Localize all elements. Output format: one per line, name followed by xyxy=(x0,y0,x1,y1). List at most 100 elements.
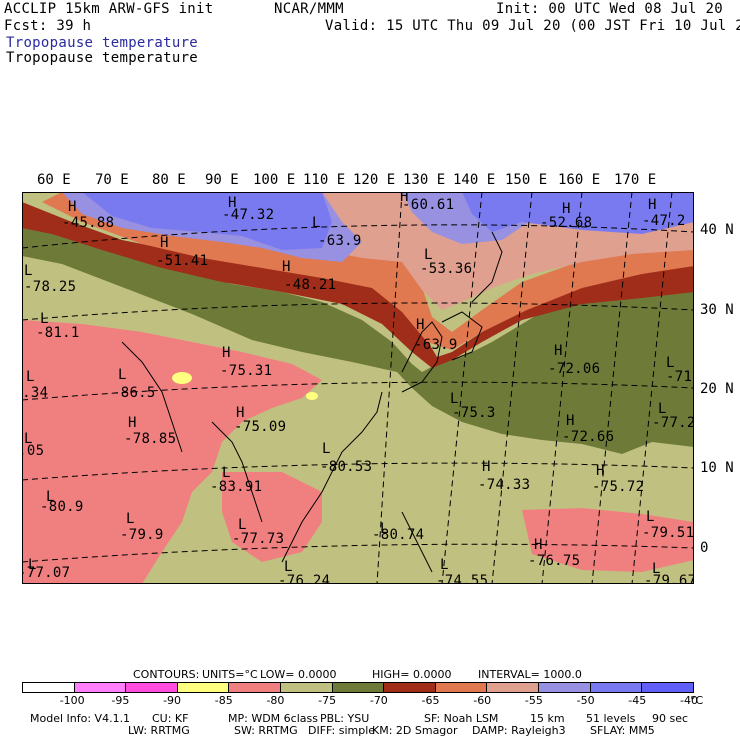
footer-lw: LW: RRTMG xyxy=(128,724,190,737)
center-value: -80.9 xyxy=(40,499,84,515)
colorbar-swatch xyxy=(641,683,693,692)
lon-label: 140 E xyxy=(453,172,496,188)
contour-field-title: Tropopause temperature xyxy=(6,50,199,66)
shading-band-blue xyxy=(82,192,332,250)
shaded-field-title: Tropopause temperature xyxy=(6,35,199,51)
center-value: -75.31 xyxy=(220,363,273,379)
center-value: -79.34 xyxy=(22,385,49,401)
colorbar xyxy=(22,682,694,693)
colorbar-tick-label: -80 xyxy=(266,694,285,707)
center-letter: H xyxy=(596,463,605,479)
lon-label: 160 E xyxy=(558,172,601,188)
center-letter: L xyxy=(658,401,667,417)
colorbar-swatch xyxy=(125,683,177,692)
center-letter: L xyxy=(126,511,135,527)
center-value: -48.21 xyxy=(284,277,337,293)
lon-label: 70 E xyxy=(95,172,129,188)
center-value: -63.9 xyxy=(414,337,458,353)
center-letter: L xyxy=(440,557,449,573)
lat-label: 0 xyxy=(700,540,709,556)
lon-label: 170 E xyxy=(614,172,657,188)
center-value: -52.68 xyxy=(540,215,593,231)
center-letter: L xyxy=(666,355,675,371)
center-value: -77.07 xyxy=(22,565,71,581)
center-letter: H xyxy=(566,413,575,429)
colorbar-tick-label: -85 xyxy=(214,694,233,707)
coastlines xyxy=(121,231,503,573)
center-letter: H xyxy=(562,201,571,217)
center-value: -78.85 xyxy=(124,431,177,447)
shading-spot-yellow xyxy=(306,392,318,400)
shading-spot-yellow xyxy=(172,372,192,384)
footer-diff: DIFF: simple xyxy=(308,724,376,737)
center-value: -77.2 xyxy=(652,415,694,431)
map-frame xyxy=(22,192,694,584)
valid-time: Valid: 15 UTC Thu 09 Jul 20 (00 JST Fri … xyxy=(325,18,740,34)
center-letter: L xyxy=(424,247,433,263)
colorbar-swatch xyxy=(538,683,590,692)
center-value: -79.67 xyxy=(644,573,694,585)
center-letter: H xyxy=(554,343,563,359)
center-value: -71 xyxy=(666,369,693,385)
center-value: -47.32 xyxy=(222,207,275,223)
contours-units: UNITS=°C xyxy=(202,668,258,681)
lon-label: 150 E xyxy=(505,172,548,188)
footer-levels: 51 levels xyxy=(586,712,636,725)
lon-label: 80 E xyxy=(152,172,186,188)
center-letter: H xyxy=(228,195,237,211)
colorbar-swatch xyxy=(331,683,384,692)
colorbar-swatch xyxy=(486,683,539,692)
center-letter: L xyxy=(46,489,55,505)
center-letter: L xyxy=(24,263,33,279)
colorbar-unit: °C xyxy=(690,694,704,707)
center-letter: L xyxy=(312,215,321,231)
center-letter: H xyxy=(68,199,77,215)
footer-damp: DAMP: Rayleigh3 xyxy=(472,724,566,737)
center-value: -75.72 xyxy=(592,479,645,495)
footer-pbl: PBL: YSU xyxy=(320,712,370,725)
center-letter: L xyxy=(26,369,35,385)
center-letter: L xyxy=(222,465,231,481)
footer-sf: SF: Noah LSM xyxy=(424,712,499,725)
shading-band-blue-east xyxy=(462,192,694,234)
center-letter: H xyxy=(534,537,543,553)
center-letter: L xyxy=(28,557,37,573)
colorbar-swatch xyxy=(280,683,332,692)
footer-sw: SW: RRTMG xyxy=(234,724,298,737)
footer-sflay: SFLAY: MM5 xyxy=(590,724,655,737)
lon-label: 100 E xyxy=(253,172,296,188)
lon-label: 130 E xyxy=(403,172,446,188)
lat-label: 20 N xyxy=(700,381,734,397)
colorbar-tick-label: -75 xyxy=(318,694,337,707)
lon-label: 110 E xyxy=(303,172,346,188)
center-letter: L xyxy=(646,509,655,525)
lon-label: 60 E xyxy=(37,172,71,188)
colorbar-tick-label: -40 xyxy=(680,694,698,707)
forecast-hour: Fcst: 39 h xyxy=(4,18,92,34)
center-value: -86.5 xyxy=(112,385,156,401)
lat-label: 10 N xyxy=(700,460,734,476)
contours-high: HIGH= 0.0000 xyxy=(372,668,452,681)
lat-label: 30 N xyxy=(700,302,734,318)
center-value: -80.74 xyxy=(372,527,425,543)
footer-model-info: Model Info: V4.1.1 xyxy=(30,712,131,725)
footer-cu: CU: KF xyxy=(152,712,189,725)
colorbar-swatch xyxy=(73,683,126,692)
center-letter: L xyxy=(238,517,247,533)
shading-cold-region-south xyxy=(522,508,694,572)
colorbar-swatch xyxy=(589,683,642,692)
colorbar-tick-label: -55 xyxy=(524,694,543,707)
center-letter: L xyxy=(118,367,127,383)
colorbar-tick-label: -60 xyxy=(473,694,492,707)
lon-label: 90 E xyxy=(205,172,239,188)
center-value: -72.06 xyxy=(548,361,601,377)
colorbar-tick-label: -90 xyxy=(163,694,182,707)
center-letter: L xyxy=(24,431,33,447)
center-value: -81.1 xyxy=(36,325,80,341)
center-value: -63.9 xyxy=(318,233,362,249)
center-value: -75.3 xyxy=(452,405,496,421)
footer-km: KM: 2D Smagor xyxy=(372,724,458,737)
colorbar-swatch xyxy=(23,683,74,692)
center-letter: L xyxy=(380,521,389,537)
center-value: -79.9 xyxy=(120,527,164,543)
